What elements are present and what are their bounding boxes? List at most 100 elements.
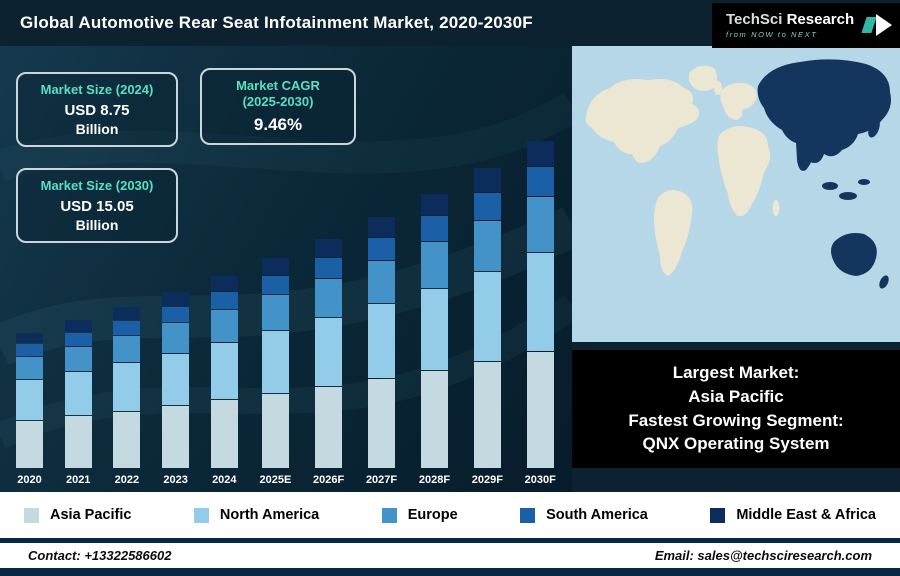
legend-item-north-america: North America — [193, 507, 320, 523]
bar-stack-2021 — [64, 319, 92, 468]
bar-segment-south-america — [526, 167, 554, 197]
legend-swatch-middle-east-africa — [710, 507, 726, 523]
map-north-america — [585, 79, 700, 163]
x-axis-label-2021: 2021 — [65, 474, 91, 486]
highlight-box: Largest Market: Asia Pacific Fastest Gro… — [572, 350, 900, 468]
world-map-svg — [572, 46, 900, 342]
bar-segment-europe — [368, 261, 396, 304]
footer-bar: Contact: +13322586602 Email: sales@techs… — [0, 538, 900, 576]
legend-item-middle-east-africa: Middle East & Africa — [710, 507, 876, 523]
map-sea-island-1 — [822, 182, 838, 190]
map-india — [796, 139, 815, 171]
bar-segment-south-america — [473, 192, 501, 220]
email-text: Email: sales@techsciresearch.com — [654, 548, 872, 563]
bar-segment-north-america — [64, 372, 92, 416]
bar-segment-asia-pacific — [473, 361, 501, 468]
legend: Asia Pacific North America Europe South Ame… — [0, 492, 900, 538]
bar-segment-north-america — [368, 304, 396, 379]
bar-segment-europe — [526, 197, 554, 253]
map-europe — [720, 82, 757, 120]
bar-stack-2028f — [420, 193, 448, 468]
x-axis-label-2024: 2024 — [212, 474, 237, 486]
legend-label-middle-east-africa: Middle East & Africa — [736, 507, 876, 523]
market-cagr-box: Market CAGR (2025-2030) 9.46% — [200, 68, 356, 146]
bar-segment-north-america — [261, 331, 289, 393]
map-australia — [831, 233, 877, 276]
x-axis-label-2020: 2020 — [17, 474, 42, 486]
legend-label-south-america: South America — [546, 507, 648, 523]
bar-segment-asia-pacific — [210, 400, 238, 468]
largest-market-value: Asia Pacific — [688, 386, 784, 406]
bar-segment-middle-east-africa — [473, 168, 501, 192]
bar-segment-asia-pacific — [526, 351, 554, 468]
bar-stack-2023 — [162, 291, 190, 468]
fastest-segment-label: Fastest Growing Segment: — [628, 410, 844, 430]
legend-label-north-america: North America — [219, 507, 320, 523]
bar-column-2022: 2022 — [113, 306, 141, 486]
bar-segment-north-america — [210, 342, 238, 400]
x-axis-label-2023: 2023 — [163, 474, 188, 486]
bar-segment-asia-pacific — [64, 416, 92, 468]
bar-stack-2022 — [113, 306, 141, 468]
bar-segment-south-america — [420, 216, 448, 241]
map-uk — [714, 81, 722, 95]
bar-segment-asia-pacific — [16, 420, 43, 468]
bar-segment-north-america — [113, 363, 141, 411]
techsci-logo: TechSci Research from NOW to NEXT — [712, 3, 900, 48]
legend-swatch-europe — [381, 507, 397, 523]
largest-market-label: Largest Market: — [672, 363, 800, 382]
x-axis-label-2029f: 2029F — [471, 474, 503, 486]
bar-stack-2026f — [315, 238, 343, 468]
bar-segment-middle-east-africa — [261, 258, 289, 275]
bar-segment-asia-pacific — [368, 379, 396, 468]
logo-brand-text: TechSci Research — [726, 10, 900, 29]
logo-brand-part1: TechSci — [726, 10, 787, 28]
bar-column-2020: 2020 — [16, 332, 43, 486]
bar-segment-europe — [162, 323, 190, 353]
market-cagr-heading-line1: Market CAGR — [236, 78, 320, 93]
bar-segment-asia-pacific — [315, 386, 343, 468]
bar-segment-south-america — [210, 291, 238, 309]
bar-segment-north-america — [473, 271, 501, 361]
bar-chart: 2020 2021 2022 2023 2024 2025E 2026F 2027F 2028F… — [8, 140, 564, 486]
right-panel: Largest Market: Asia Pacific Fastest Gro… — [572, 46, 900, 492]
bar-column-2023: 2023 — [162, 291, 190, 486]
legend-swatch-asia-pacific — [24, 507, 39, 523]
bar-segment-europe — [261, 295, 289, 331]
bar-segment-europe — [113, 335, 141, 363]
legend-item-asia-pacific: Asia Pacific — [24, 507, 131, 523]
bar-segment-middle-east-africa — [162, 292, 190, 306]
legend-item-europe: Europe — [381, 507, 458, 523]
contact-text: Contact: +13322586602 — [28, 548, 172, 563]
bar-segment-europe — [473, 220, 501, 271]
bar-column-2025e: 2025E — [260, 257, 291, 486]
map-africa — [717, 126, 771, 217]
market-size-2024-box: Market Size (2024) USD 8.75 Billion — [16, 72, 178, 147]
world-map — [572, 46, 900, 342]
bar-segment-middle-east-africa — [113, 306, 141, 320]
bar-column-2028f: 2028F — [419, 193, 450, 486]
market-size-2024-value: USD 8.75 — [64, 101, 130, 119]
x-axis-label-2027f: 2027F — [365, 474, 398, 486]
bar-segment-europe — [315, 279, 343, 318]
bar-segment-south-america — [64, 333, 92, 346]
bar-segment-asia-pacific — [261, 393, 289, 468]
bar-segment-north-america — [16, 380, 43, 420]
map-asia — [757, 59, 891, 163]
bar-segment-middle-east-africa — [526, 140, 554, 167]
legend-swatch-south-america — [520, 507, 536, 523]
bar-column-2024: 2024 — [210, 275, 238, 486]
bar-stack-2024 — [210, 275, 238, 468]
main-content: Market Size (2024) USD 8.75 Billion Mark… — [0, 46, 900, 492]
market-size-2030-value: USD 15.05 — [60, 197, 134, 215]
logo-brand-part2: Research — [786, 10, 855, 28]
x-axis-label-2026f: 2026F — [313, 474, 345, 486]
bar-stack-2030f — [526, 140, 554, 468]
bar-segment-north-america — [162, 353, 190, 406]
logo-arrow-icon — [876, 14, 892, 36]
legend-swatch-north-america — [193, 507, 209, 523]
bar-segment-middle-east-africa — [16, 332, 43, 344]
page-title: Global Automotive Rear Seat Infotainment… — [20, 13, 533, 32]
market-cagr-heading-line2: (2025-2030) — [242, 93, 314, 109]
